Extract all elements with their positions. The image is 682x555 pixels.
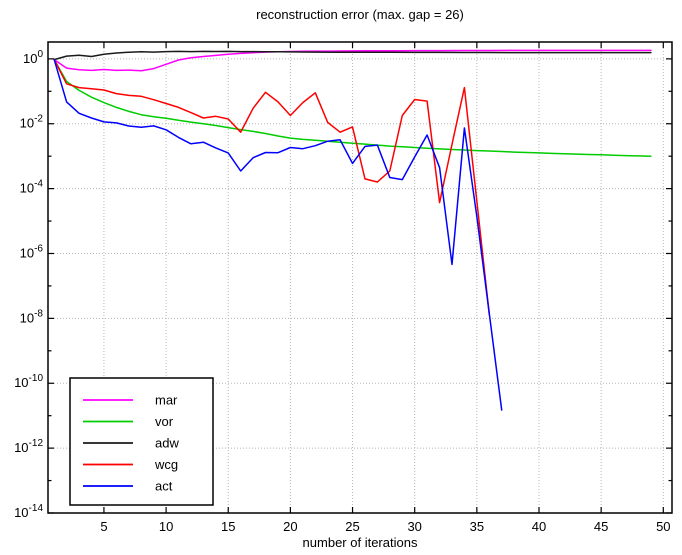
legend-label-act: act (155, 479, 173, 494)
y-tick-label: 10-8 (20, 308, 44, 325)
legend-label-wcg: wcg (154, 457, 178, 472)
data-series (53, 49, 652, 411)
y-tick-label: 10-2 (20, 114, 44, 131)
series-line-wcg (53, 58, 491, 316)
x-axis-label: number of iterations (303, 535, 418, 550)
chart-title: reconstruction error (max. gap = 26) (256, 7, 464, 22)
x-tick-label: 20 (283, 519, 297, 534)
x-tick-label: 35 (470, 519, 484, 534)
y-tick-label: 10-4 (20, 179, 44, 196)
x-tick-label: 45 (594, 519, 608, 534)
x-tick-labels: 5 10 15 20 25 30 35 40 45 50 (100, 519, 670, 534)
legend-label-vor: vor (155, 414, 174, 429)
y-tick-label: 100 (23, 49, 43, 66)
legend-label-adw: adw (155, 436, 179, 451)
legend: mar vor adw wcg act (69, 377, 214, 506)
x-tick-label: 10 (159, 519, 173, 534)
x-tick-label: 30 (407, 519, 421, 534)
series-line-adw (53, 50, 652, 61)
y-tick-label: 10-14 (14, 503, 43, 520)
x-tick-label: 5 (100, 519, 107, 534)
x-tick-label: 25 (345, 519, 359, 534)
y-tick-label: 10-6 (20, 243, 44, 260)
series-line-vor (53, 58, 652, 157)
x-tick-label: 50 (656, 519, 670, 534)
y-tick-labels: 100 10-2 10-4 10-6 10-8 10-10 10-12 10-14 (14, 49, 43, 520)
plot-border (47, 41, 673, 514)
plot-frame (47, 41, 673, 514)
series-line-act (53, 58, 503, 411)
y-tick-label: 10-10 (14, 373, 43, 390)
axis-ticks (48, 42, 672, 514)
y-tick-label: 10-12 (14, 438, 43, 455)
x-tick-label: 15 (221, 519, 235, 534)
legend-label-mar: mar (155, 393, 178, 408)
x-tick-label: 40 (532, 519, 546, 534)
